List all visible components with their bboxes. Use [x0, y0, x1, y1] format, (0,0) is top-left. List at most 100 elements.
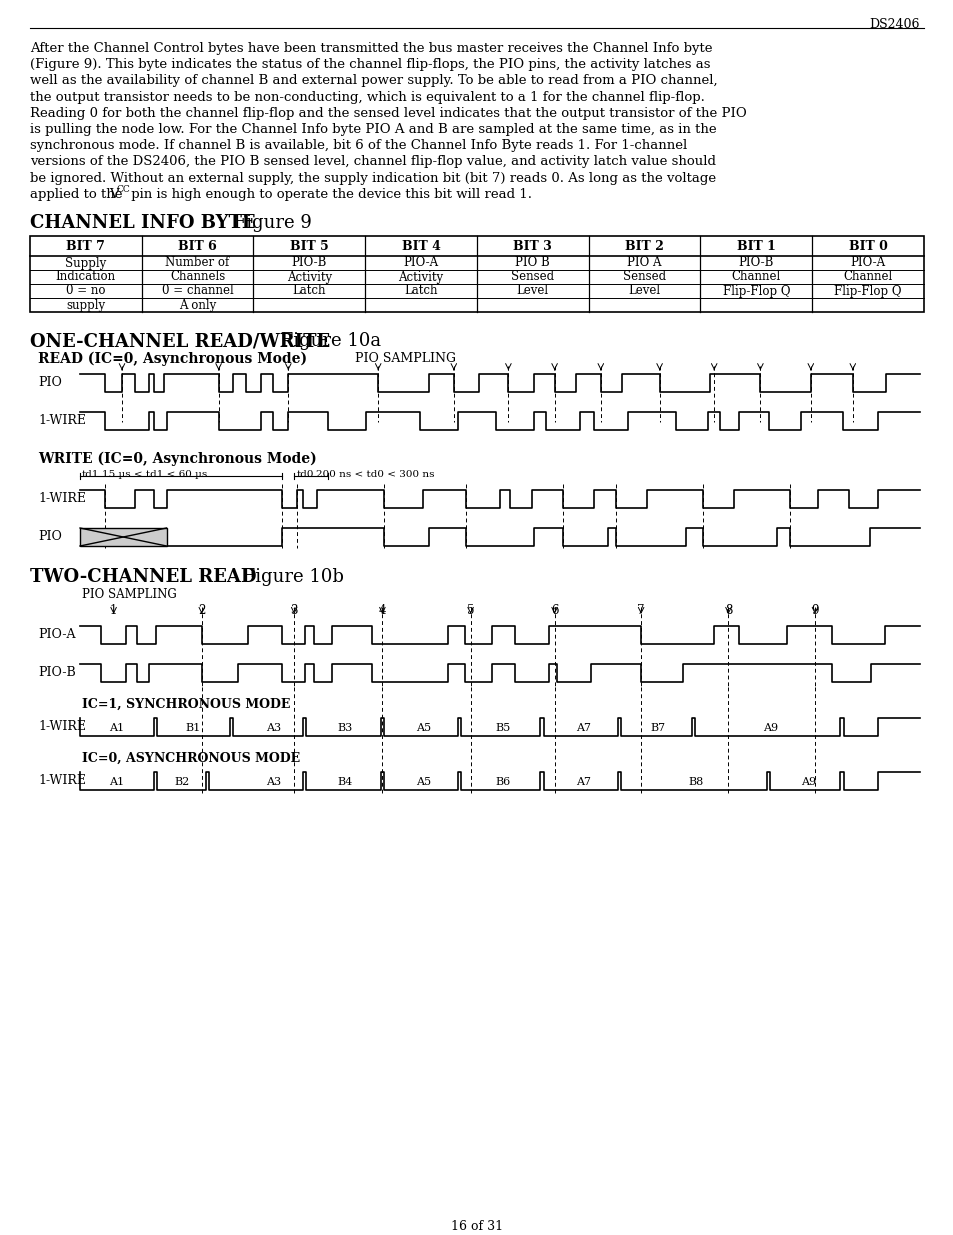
Text: Channel: Channel — [731, 270, 781, 284]
Text: A1: A1 — [110, 722, 125, 734]
Text: WRITE (IC=0, Asynchronous Mode): WRITE (IC=0, Asynchronous Mode) — [38, 452, 316, 467]
Text: ONE-CHANNEL READ/WRITE: ONE-CHANNEL READ/WRITE — [30, 332, 330, 350]
Text: READ (IC=0, Asynchronous Mode): READ (IC=0, Asynchronous Mode) — [38, 352, 307, 367]
Text: Figure 10b: Figure 10b — [236, 568, 343, 585]
Text: A7: A7 — [575, 722, 590, 734]
Text: pin is high enough to operate the device this bit will read 1.: pin is high enough to operate the device… — [127, 188, 532, 201]
Text: 16 of 31: 16 of 31 — [451, 1220, 502, 1233]
Text: is pulling the node low. For the Channel Info byte PIO A and B are sampled at th: is pulling the node low. For the Channel… — [30, 124, 716, 136]
Text: 1-WIRE: 1-WIRE — [38, 493, 86, 505]
Text: DS2406: DS2406 — [868, 19, 919, 31]
Text: PIO-B: PIO-B — [292, 257, 327, 269]
Text: B8: B8 — [687, 777, 702, 787]
Text: 8: 8 — [724, 604, 731, 618]
Text: 0 = no: 0 = no — [66, 284, 106, 298]
Text: applied to the: applied to the — [30, 188, 127, 201]
Text: Channels: Channels — [170, 270, 225, 284]
Text: Flip-Flop Q: Flip-Flop Q — [721, 284, 789, 298]
Text: Activity: Activity — [398, 270, 443, 284]
Text: Level: Level — [628, 284, 660, 298]
Text: Indication: Indication — [56, 270, 116, 284]
Text: PIO SAMPLING: PIO SAMPLING — [82, 588, 176, 601]
Text: BIT 7: BIT 7 — [67, 240, 105, 252]
Text: Supply: Supply — [65, 257, 107, 269]
Text: PIO-B: PIO-B — [738, 257, 773, 269]
Text: td0: td0 — [295, 471, 314, 479]
Text: PIO: PIO — [38, 531, 62, 543]
Text: B4: B4 — [336, 777, 352, 787]
Text: CHANNEL INFO BYTE: CHANNEL INFO BYTE — [30, 214, 255, 232]
Text: Level: Level — [517, 284, 548, 298]
Text: A3: A3 — [265, 777, 280, 787]
Text: PIO B: PIO B — [515, 257, 550, 269]
Bar — [80, 529, 167, 546]
Text: BIT 6: BIT 6 — [178, 240, 216, 252]
Text: (Figure 9). This byte indicates the status of the channel flip-flops, the PIO pi: (Figure 9). This byte indicates the stat… — [30, 58, 710, 72]
Text: A9: A9 — [762, 722, 778, 734]
Text: PIO-A: PIO-A — [850, 257, 884, 269]
Text: the output transistor needs to be non-conducting, which is equivalent to a 1 for: the output transistor needs to be non-co… — [30, 90, 704, 104]
Text: Reading 0 for both the channel flip-flop and the sensed level indicates that the: Reading 0 for both the channel flip-flop… — [30, 106, 746, 120]
Text: PIO A: PIO A — [627, 257, 661, 269]
Text: supply: supply — [67, 299, 106, 311]
Text: synchronous mode. If channel B is available, bit 6 of the Channel Info Byte read: synchronous mode. If channel B is availa… — [30, 140, 686, 152]
Text: Latch: Latch — [404, 284, 437, 298]
Text: td1: td1 — [82, 471, 99, 479]
Text: 3: 3 — [290, 604, 297, 618]
Text: 1-WIRE: 1-WIRE — [38, 774, 86, 788]
Text: BIT 0: BIT 0 — [848, 240, 886, 252]
Text: Figure 10a: Figure 10a — [274, 332, 381, 350]
Text: well as the availability of channel B and external power supply. To be able to r: well as the availability of channel B an… — [30, 74, 717, 88]
Text: be ignored. Without an external supply, the supply indication bit (bit 7) reads : be ignored. Without an external supply, … — [30, 172, 716, 184]
Text: B3: B3 — [336, 722, 352, 734]
Text: versions of the DS2406, the PIO B sensed level, channel flip-flop value, and act: versions of the DS2406, the PIO B sensed… — [30, 156, 716, 168]
Text: BIT 4: BIT 4 — [401, 240, 440, 252]
Text: 200 ns < td0 < 300 ns: 200 ns < td0 < 300 ns — [315, 471, 435, 479]
Text: B1: B1 — [186, 722, 201, 734]
Text: A5: A5 — [416, 722, 431, 734]
Text: B6: B6 — [496, 777, 511, 787]
Text: PIO-B: PIO-B — [38, 667, 75, 679]
Text: BIT 5: BIT 5 — [290, 240, 329, 252]
Text: Activity: Activity — [287, 270, 332, 284]
Text: 7: 7 — [637, 604, 644, 618]
Text: Sensed: Sensed — [622, 270, 665, 284]
Text: 5: 5 — [466, 604, 474, 618]
Text: B2: B2 — [173, 777, 189, 787]
Text: TWO-CHANNEL READ: TWO-CHANNEL READ — [30, 568, 256, 585]
Text: Sensed: Sensed — [511, 270, 554, 284]
Text: A3: A3 — [265, 722, 280, 734]
Text: 0 = channel: 0 = channel — [162, 284, 233, 298]
Text: IC=1, SYNCHRONOUS MODE: IC=1, SYNCHRONOUS MODE — [82, 698, 290, 711]
Text: A9: A9 — [801, 777, 816, 787]
Text: V: V — [109, 188, 119, 201]
Text: 1: 1 — [110, 604, 117, 618]
Text: Latch: Latch — [293, 284, 326, 298]
Text: 1-WIRE: 1-WIRE — [38, 720, 86, 734]
Text: 2: 2 — [198, 604, 205, 618]
Text: CC: CC — [116, 185, 130, 194]
Text: PIO-A: PIO-A — [38, 629, 75, 641]
Text: A only: A only — [179, 299, 216, 311]
Text: B5: B5 — [496, 722, 511, 734]
Text: IC=0, ASYNCHRONOUS MODE: IC=0, ASYNCHRONOUS MODE — [82, 752, 300, 764]
Bar — [30, 236, 923, 312]
Text: PIO-A: PIO-A — [403, 257, 438, 269]
Text: Number of: Number of — [165, 257, 230, 269]
Text: BIT 2: BIT 2 — [624, 240, 663, 252]
Text: 6: 6 — [550, 604, 558, 618]
Text: PIO SAMPLING: PIO SAMPLING — [355, 352, 456, 366]
Text: PIO: PIO — [38, 377, 62, 389]
Text: 15 µs < td1 < 60 µs: 15 µs < td1 < 60 µs — [102, 471, 207, 479]
Text: Channel: Channel — [842, 270, 892, 284]
Text: A5: A5 — [416, 777, 431, 787]
Text: Figure 9: Figure 9 — [228, 214, 312, 232]
Text: 4: 4 — [378, 604, 386, 618]
Text: BIT 1: BIT 1 — [736, 240, 775, 252]
Text: A1: A1 — [110, 777, 125, 787]
Text: 9: 9 — [810, 604, 818, 618]
Text: A7: A7 — [575, 777, 590, 787]
Text: BIT 3: BIT 3 — [513, 240, 552, 252]
Text: Flip-Flop Q: Flip-Flop Q — [834, 284, 901, 298]
Text: After the Channel Control bytes have been transmitted the bus master receives th: After the Channel Control bytes have bee… — [30, 42, 712, 56]
